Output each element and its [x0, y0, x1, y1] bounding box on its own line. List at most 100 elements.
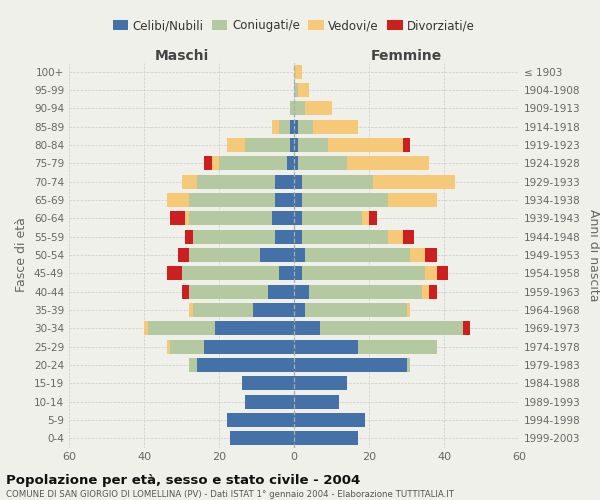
Bar	[279, 120, 290, 134]
Bar	[241, 376, 294, 390]
Legend: Celibi/Nubili, Coniugati/e, Vedovi/e, Divorziati/e: Celibi/Nubili, Coniugati/e, Vedovi/e, Di…	[108, 14, 480, 37]
Bar	[298, 120, 313, 134]
Bar	[182, 284, 189, 299]
Bar	[305, 248, 410, 262]
Bar	[189, 284, 268, 299]
Bar	[219, 156, 287, 170]
Bar	[271, 120, 279, 134]
Bar	[294, 266, 302, 280]
Bar	[170, 340, 204, 354]
Bar	[204, 156, 212, 170]
Bar	[294, 230, 302, 244]
Bar	[294, 413, 365, 427]
Bar	[167, 266, 182, 280]
Bar	[425, 248, 437, 262]
Bar	[189, 248, 260, 262]
Bar	[185, 230, 193, 244]
Bar	[189, 211, 271, 226]
Bar	[429, 284, 437, 299]
Bar	[189, 358, 197, 372]
Bar	[148, 321, 215, 336]
Bar	[204, 340, 294, 354]
Bar	[197, 174, 275, 189]
Bar	[388, 230, 403, 244]
Bar	[294, 394, 339, 409]
Bar	[373, 174, 455, 189]
Bar	[260, 248, 294, 262]
Bar	[294, 101, 305, 116]
Bar	[298, 138, 328, 152]
Bar	[287, 156, 294, 170]
Text: Femmine: Femmine	[371, 50, 442, 64]
Bar	[294, 211, 302, 226]
Bar	[437, 266, 448, 280]
Bar	[425, 266, 437, 280]
Bar	[182, 174, 197, 189]
Bar	[294, 431, 358, 446]
Bar	[463, 321, 470, 336]
Text: COMUNE DI SAN GIORGIO DI LOMELLINA (PV) - Dati ISTAT 1° gennaio 2004 - Elaborazi: COMUNE DI SAN GIORGIO DI LOMELLINA (PV) …	[6, 490, 454, 499]
Bar	[298, 156, 347, 170]
Bar	[298, 83, 309, 97]
Bar	[358, 340, 437, 354]
Bar	[189, 303, 193, 317]
Bar	[328, 138, 403, 152]
Bar	[313, 120, 358, 134]
Bar	[294, 83, 298, 97]
Y-axis label: Anni di nascita: Anni di nascita	[587, 209, 600, 301]
Bar	[388, 193, 437, 207]
Bar	[189, 193, 275, 207]
Bar	[309, 284, 421, 299]
Bar	[290, 101, 294, 116]
Bar	[294, 174, 302, 189]
Bar	[271, 211, 294, 226]
Bar	[361, 211, 369, 226]
Bar	[170, 211, 185, 226]
Bar	[294, 376, 347, 390]
Bar	[185, 211, 189, 226]
Bar	[279, 266, 294, 280]
Bar	[294, 303, 305, 317]
Text: Maschi: Maschi	[154, 50, 209, 64]
Bar	[275, 230, 294, 244]
Bar	[245, 138, 290, 152]
Bar	[302, 266, 425, 280]
Bar	[193, 230, 275, 244]
Y-axis label: Fasce di età: Fasce di età	[16, 218, 28, 292]
Bar	[294, 321, 320, 336]
Bar	[403, 230, 414, 244]
Text: Popolazione per età, sesso e stato civile - 2004: Popolazione per età, sesso e stato civil…	[6, 474, 360, 487]
Bar	[294, 120, 298, 134]
Bar	[167, 340, 170, 354]
Bar	[227, 138, 245, 152]
Bar	[294, 156, 298, 170]
Bar	[302, 193, 388, 207]
Bar	[421, 284, 429, 299]
Bar	[245, 394, 294, 409]
Bar	[320, 321, 463, 336]
Bar	[212, 156, 219, 170]
Bar	[369, 211, 377, 226]
Bar	[403, 138, 410, 152]
Bar	[182, 266, 279, 280]
Bar	[294, 138, 298, 152]
Bar	[410, 248, 425, 262]
Bar	[197, 358, 294, 372]
Bar	[302, 174, 373, 189]
Bar	[305, 101, 331, 116]
Bar	[290, 120, 294, 134]
Bar	[230, 431, 294, 446]
Bar	[302, 211, 361, 226]
Bar	[275, 193, 294, 207]
Bar	[294, 340, 358, 354]
Bar	[407, 303, 410, 317]
Bar	[294, 193, 302, 207]
Bar	[268, 284, 294, 299]
Bar	[294, 64, 302, 79]
Bar	[227, 413, 294, 427]
Bar	[144, 321, 148, 336]
Bar	[407, 358, 410, 372]
Bar	[294, 284, 309, 299]
Bar	[290, 138, 294, 152]
Bar	[253, 303, 294, 317]
